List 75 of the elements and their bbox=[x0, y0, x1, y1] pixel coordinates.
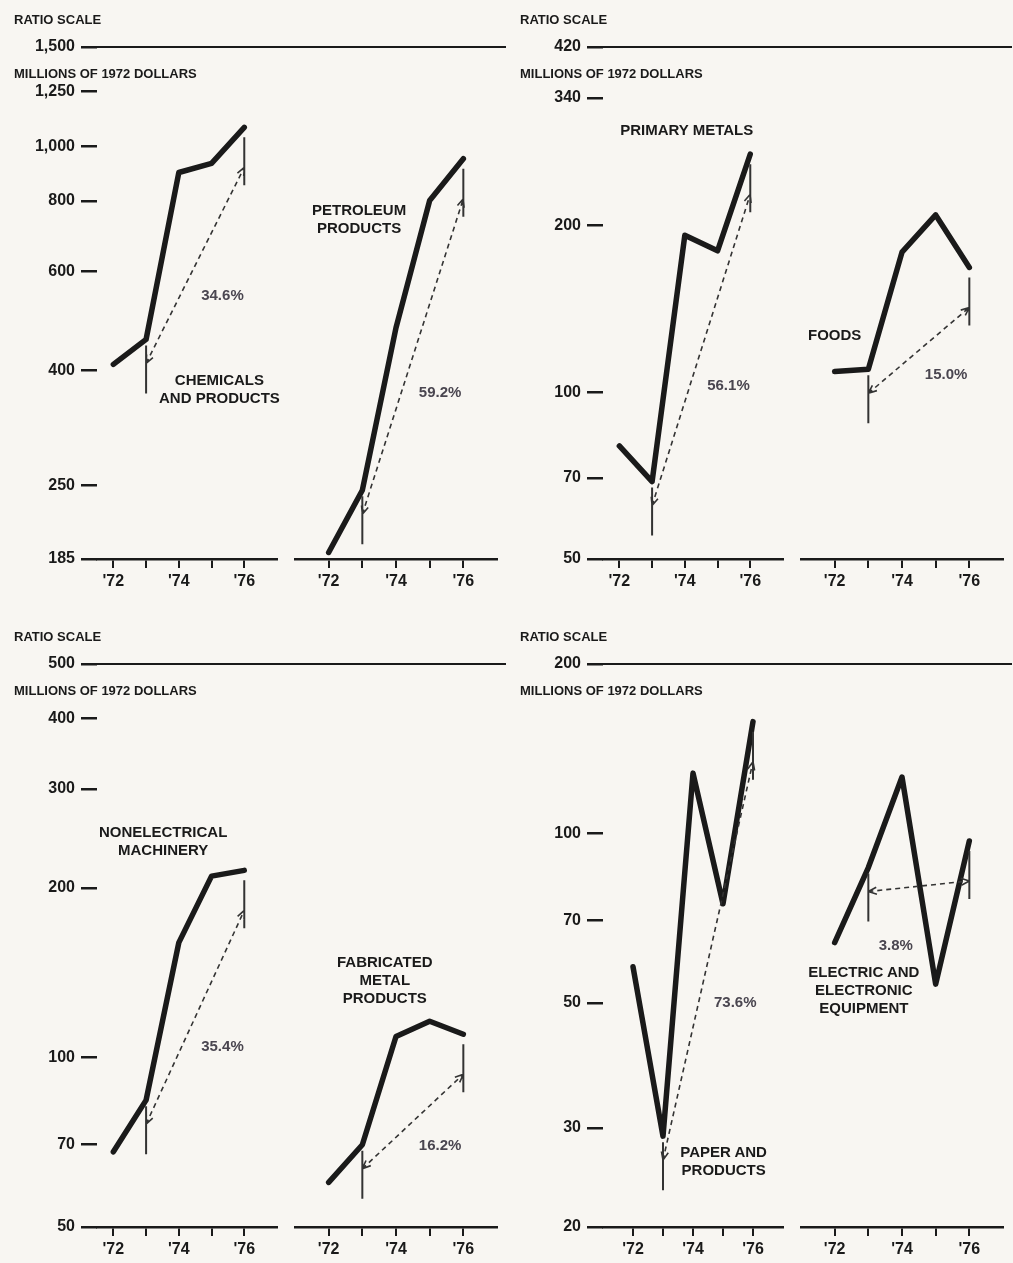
y-tick-label: 1,500 bbox=[34, 37, 76, 55]
x-tick-label: '72 bbox=[823, 572, 846, 590]
series-label: FABRICATED METAL PRODUCTS bbox=[336, 953, 433, 1007]
y-tick-label: 20 bbox=[563, 1217, 582, 1235]
y-tick-label: 1,000 bbox=[34, 136, 76, 154]
y-tick-label: 50 bbox=[57, 1217, 76, 1235]
series-label: PRIMARY METALS bbox=[620, 121, 754, 139]
y-tick-label: 70 bbox=[57, 1135, 76, 1153]
x-tick-label: '76 bbox=[452, 572, 475, 590]
y-tick-label: 185 bbox=[48, 549, 76, 567]
annotation: 56.1% bbox=[707, 375, 750, 393]
y-tick-label: 200 bbox=[48, 878, 76, 896]
y-tick-label: 250 bbox=[48, 475, 76, 493]
annotation: 15.0% bbox=[924, 364, 968, 382]
annotation: 34.6% bbox=[201, 285, 244, 303]
y-tick-label: 300 bbox=[48, 779, 76, 797]
series-label: NONELECTRICAL MACHINERY bbox=[99, 823, 228, 859]
series-label: FOODS bbox=[808, 326, 862, 344]
x-tick-label: '72 bbox=[622, 1240, 644, 1258]
y-tick-label: 100 bbox=[554, 382, 582, 400]
y-tick-label: 200 bbox=[554, 215, 582, 233]
series-label: ELECTRIC AND ELECTRONIC EQUIPMENT bbox=[808, 963, 920, 1017]
x-tick-label: '76 bbox=[233, 572, 256, 590]
annotation: 16.2% bbox=[418, 1135, 462, 1153]
x-tick-label: '72 bbox=[608, 572, 631, 590]
annotation: 73.6% bbox=[713, 993, 757, 1011]
x-tick-label: '72 bbox=[317, 1240, 340, 1258]
y-tick-label: 200 bbox=[554, 654, 582, 672]
y-tick-label: 340 bbox=[554, 88, 582, 106]
y-tick-label: 30 bbox=[563, 1118, 582, 1136]
y-tick-label: 800 bbox=[48, 191, 76, 209]
chart-title: RATIO SCALE bbox=[14, 628, 102, 644]
annotation: 35.4% bbox=[201, 1037, 244, 1055]
y-tick-label: 50 bbox=[563, 549, 582, 567]
y-tick-label: 420 bbox=[554, 37, 582, 55]
text: CHEMICALS AND PRODUCTS bbox=[159, 371, 280, 407]
x-tick-label: '72 bbox=[102, 572, 125, 590]
x-tick-label: '76 bbox=[742, 1240, 764, 1258]
y-axis-title: MILLIONS OF 1972 DOLLARS bbox=[14, 682, 198, 698]
x-tick-label: '72 bbox=[317, 572, 340, 590]
series-label: PETROLEUM PRODUCTS bbox=[312, 201, 407, 237]
y-tick-label: 100 bbox=[554, 823, 582, 841]
chart-title: RATIO SCALE bbox=[14, 11, 102, 27]
y-tick-label: 70 bbox=[563, 911, 582, 929]
y-tick-label: 100 bbox=[48, 1047, 76, 1065]
y-axis-title: MILLIONS OF 1972 DOLLARS bbox=[520, 65, 704, 81]
y-tick-label: 1,250 bbox=[34, 82, 76, 100]
x-tick-label: '72 bbox=[823, 1240, 846, 1258]
y-tick-label: 50 bbox=[563, 993, 582, 1011]
x-tick-label: '74 bbox=[891, 572, 913, 590]
y-axis-title: MILLIONS OF 1972 DOLLARS bbox=[14, 65, 198, 81]
x-tick-label: '72 bbox=[102, 1240, 125, 1258]
y-axis-title: MILLIONS OF 1972 DOLLARS bbox=[520, 682, 704, 698]
y-tick-label: 500 bbox=[48, 654, 76, 672]
x-tick-label: '76 bbox=[233, 1240, 256, 1258]
x-tick-label: '76 bbox=[958, 1240, 981, 1258]
y-tick-label: 400 bbox=[48, 360, 76, 378]
x-tick-label: '74 bbox=[385, 1240, 407, 1258]
chart-title: RATIO SCALE bbox=[520, 628, 608, 644]
chart-title: RATIO SCALE bbox=[520, 11, 608, 27]
y-tick-label: 70 bbox=[563, 468, 582, 486]
series-label: PAPER AND PRODUCTS bbox=[680, 1143, 768, 1179]
x-tick-label: '76 bbox=[739, 572, 762, 590]
x-tick-label: '74 bbox=[168, 572, 190, 590]
annotation: 3.8% bbox=[878, 936, 913, 954]
annotation: 59.2% bbox=[418, 382, 462, 400]
x-tick-label: '74 bbox=[891, 1240, 913, 1258]
x-tick-label: '74 bbox=[682, 1240, 704, 1258]
y-tick-label: 600 bbox=[48, 261, 76, 279]
x-tick-label: '74 bbox=[674, 572, 696, 590]
x-tick-label: '76 bbox=[958, 572, 981, 590]
x-tick-label: '74 bbox=[168, 1240, 190, 1258]
x-tick-label: '74 bbox=[385, 572, 407, 590]
y-tick-label: 400 bbox=[48, 708, 76, 726]
x-tick-label: '76 bbox=[452, 1240, 475, 1258]
